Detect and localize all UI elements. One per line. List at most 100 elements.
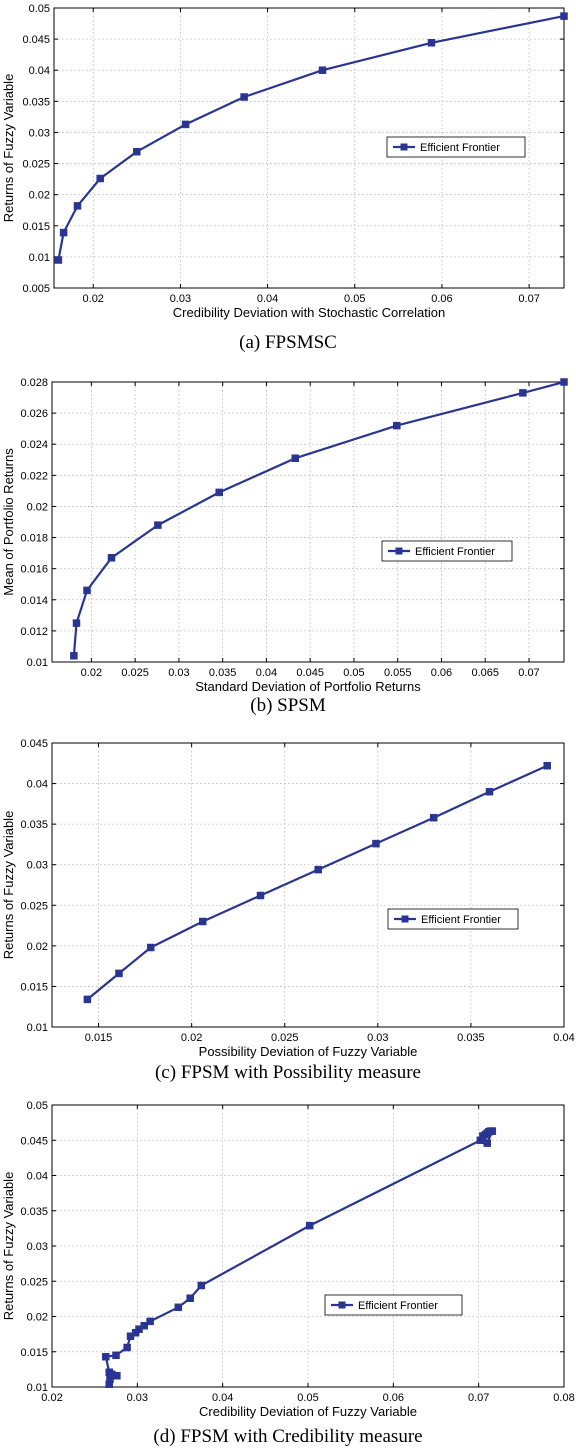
chart-b-caption: (b) SPSM — [250, 695, 326, 716]
chart-c-svg: 0.015 0.02 0.025 0.03 0.035 0.04 0.01 0.015 0.02… — [1, 738, 575, 1059]
chart-b-x-tick-label: 0.065 — [471, 667, 499, 679]
chart-d-legend-box — [324, 1294, 463, 1316]
chart-b-series — [70, 378, 568, 660]
chart-c-x-tick-label: 0.015 — [85, 1032, 113, 1044]
chart-b-x-tick-label: 0.025 — [121, 667, 149, 679]
chart-a-y-axis-label: Returns of Fuzzy Variable — [1, 74, 16, 223]
chart-b-x-tick-label: 0.07 — [518, 667, 539, 679]
chart-a-data-point — [181, 120, 190, 129]
chart-b-y-tick-label: 0.026 — [20, 408, 48, 420]
chart-panel-b: 0.02 0.025 0.03 0.035 0.04 0.045 0.05 0.055 0.06… — [0, 365, 576, 725]
chart-a-legend-label: Efficient Frontier — [420, 142, 500, 154]
chart-c-x-tick-label: 0.04 — [553, 1032, 574, 1044]
chart-d-data-point — [123, 1343, 131, 1352]
chart-b-y-tick-label: 0.012 — [20, 626, 48, 638]
chart-d-x-tick-label: 0.03 — [127, 1392, 148, 1404]
chart-b-y-axis-label: Mean of Portfolio Returns — [1, 448, 16, 596]
chart-d-y-tick-label: 0.015 — [20, 1347, 48, 1359]
chart-d-y-tick-label: 0.045 — [20, 1135, 48, 1147]
chart-a-y-tick-label: 0.01 — [29, 252, 50, 264]
chart-d-data-point — [197, 1281, 206, 1290]
chart-a-data-point — [59, 228, 68, 237]
chart-b-y-tick-label: 0.022 — [20, 470, 48, 482]
chart-a-x-tick-label: 0.05 — [344, 293, 365, 305]
chart-b-x-tick-label: 0.035 — [209, 667, 237, 679]
chart-d-y-tick-label: 0.04 — [27, 1171, 48, 1183]
chart-c-legend-marker — [401, 915, 409, 923]
chart-d-caption: (d) FPSM with Credibility measure — [153, 1426, 423, 1447]
chart-c-x-tick-label: 0.035 — [457, 1032, 485, 1044]
chart-a-y-tick-label: 0.03 — [29, 127, 50, 139]
chart-c-series-line — [86, 764, 548, 1001]
chart-c-x-tick-label: 0.025 — [271, 1032, 299, 1044]
chart-c-data-point — [372, 839, 380, 848]
chart-d-y-tick-label: 0.025 — [20, 1276, 48, 1288]
chart-d-data-point — [105, 1368, 113, 1376]
chart-c-data-point — [83, 995, 92, 1004]
chart-b-y-tick-label: 0.02 — [27, 501, 48, 513]
chart-a-legend: Efficient Frontier — [386, 136, 526, 158]
chart-b-y-tick-label: 0.01 — [27, 657, 48, 669]
chart-b-data-point — [70, 652, 78, 660]
chart-b-data-point — [291, 454, 300, 462]
chart-d-data-point — [112, 1351, 120, 1360]
chart-b-y-tick-label: 0.024 — [20, 439, 48, 451]
chart-b-data-point — [393, 421, 401, 430]
chart-a-legend-marker — [400, 143, 408, 151]
chart-b-y-tick-label: 0.018 — [20, 533, 48, 545]
chart-panel-a: 0.02 0.03 0.04 0.05 0.06 0.07 0.005 0.01 0.015 0.… — [0, 0, 576, 362]
chart-b-data-point — [72, 619, 81, 627]
chart-a-svg: 0.02 0.03 0.04 0.05 0.06 0.07 0.005 0.01 0.015 0.… — [1, 3, 568, 320]
chart-b-legend-marker — [395, 547, 403, 555]
chart-c-y-tick-label: 0.025 — [20, 900, 48, 912]
chart-b-legend-label: Efficient Frontier — [415, 546, 495, 558]
chart-b-data-point — [560, 378, 568, 386]
chart-d-data-point — [102, 1352, 110, 1361]
chart-d-data-point — [488, 1127, 497, 1135]
chart-c-x-axis-label: Possibility Deviation of Fuzzy Variable — [199, 1044, 418, 1059]
chart-b-data-point — [154, 521, 162, 529]
chart-a-x-axis-label: Credibility Deviation with Stochastic Co… — [173, 305, 445, 320]
chart-c-data-point — [429, 813, 438, 822]
chart-d-x-tick-label: 0.08 — [553, 1392, 574, 1404]
chart-d-data-point — [305, 1221, 314, 1230]
chart-panel-c: 0.015 0.02 0.025 0.03 0.035 0.04 0.01 0.015 0.02… — [0, 732, 576, 1092]
chart-d-series — [102, 1127, 497, 1388]
chart-c-y-tick-label: 0.015 — [20, 981, 48, 993]
chart-a-data-point — [96, 174, 104, 183]
chart-a-x-tick-label: 0.06 — [431, 293, 452, 305]
chart-c-data-point — [314, 865, 322, 874]
chart-b-y-tick-label: 0.028 — [20, 377, 48, 389]
chart-d-x-tick-label: 0.06 — [383, 1392, 404, 1404]
chart-a-y-tick-label: 0.04 — [29, 65, 50, 77]
chart-d-y-tick-label: 0.05 — [27, 1100, 48, 1112]
chart-a-data-point — [133, 147, 141, 156]
chart-a-x-tick-label: 0.02 — [83, 293, 104, 305]
chart-a-y-tick-label: 0.035 — [22, 96, 50, 108]
chart-d-y-tick-label: 0.03 — [27, 1241, 48, 1253]
chart-b-data-point — [83, 586, 91, 595]
chart-a-x-tick-label: 0.03 — [170, 293, 191, 305]
chart-d-data-point — [140, 1321, 148, 1330]
chart-d-legend-label: Efficient Frontier — [358, 1300, 438, 1312]
chart-c-legend: Efficient Frontier — [387, 908, 519, 930]
chart-c-axes-frame — [51, 742, 565, 1028]
chart-c-y-tick-label: 0.045 — [20, 738, 48, 750]
chart-c-x-tick-label: 0.03 — [367, 1032, 388, 1044]
chart-c-y-tick-label: 0.035 — [20, 819, 48, 831]
chart-a-caption: (a) FPSMSC — [239, 332, 337, 353]
chart-a-y-tick-label: 0.045 — [22, 34, 50, 46]
chart-b-series-line — [72, 380, 565, 656]
chart-b-data-point — [107, 554, 116, 562]
chart-a-x-tick-label: 0.07 — [518, 293, 539, 305]
chart-b-x-tick-label: 0.05 — [343, 667, 364, 679]
chart-b-data-point — [519, 389, 527, 397]
chart-d-data-point — [113, 1371, 121, 1380]
chart-b-legend: Efficient Frontier — [381, 540, 513, 562]
chart-c-series — [83, 761, 551, 1004]
chart-b-x-tick-label: 0.04 — [256, 667, 277, 679]
chart-a-data-point — [318, 66, 327, 74]
chart-d-legend-marker — [338, 1301, 346, 1309]
chart-c-data-point — [485, 787, 494, 796]
chart-b-x-tick-label: 0.02 — [81, 667, 102, 679]
